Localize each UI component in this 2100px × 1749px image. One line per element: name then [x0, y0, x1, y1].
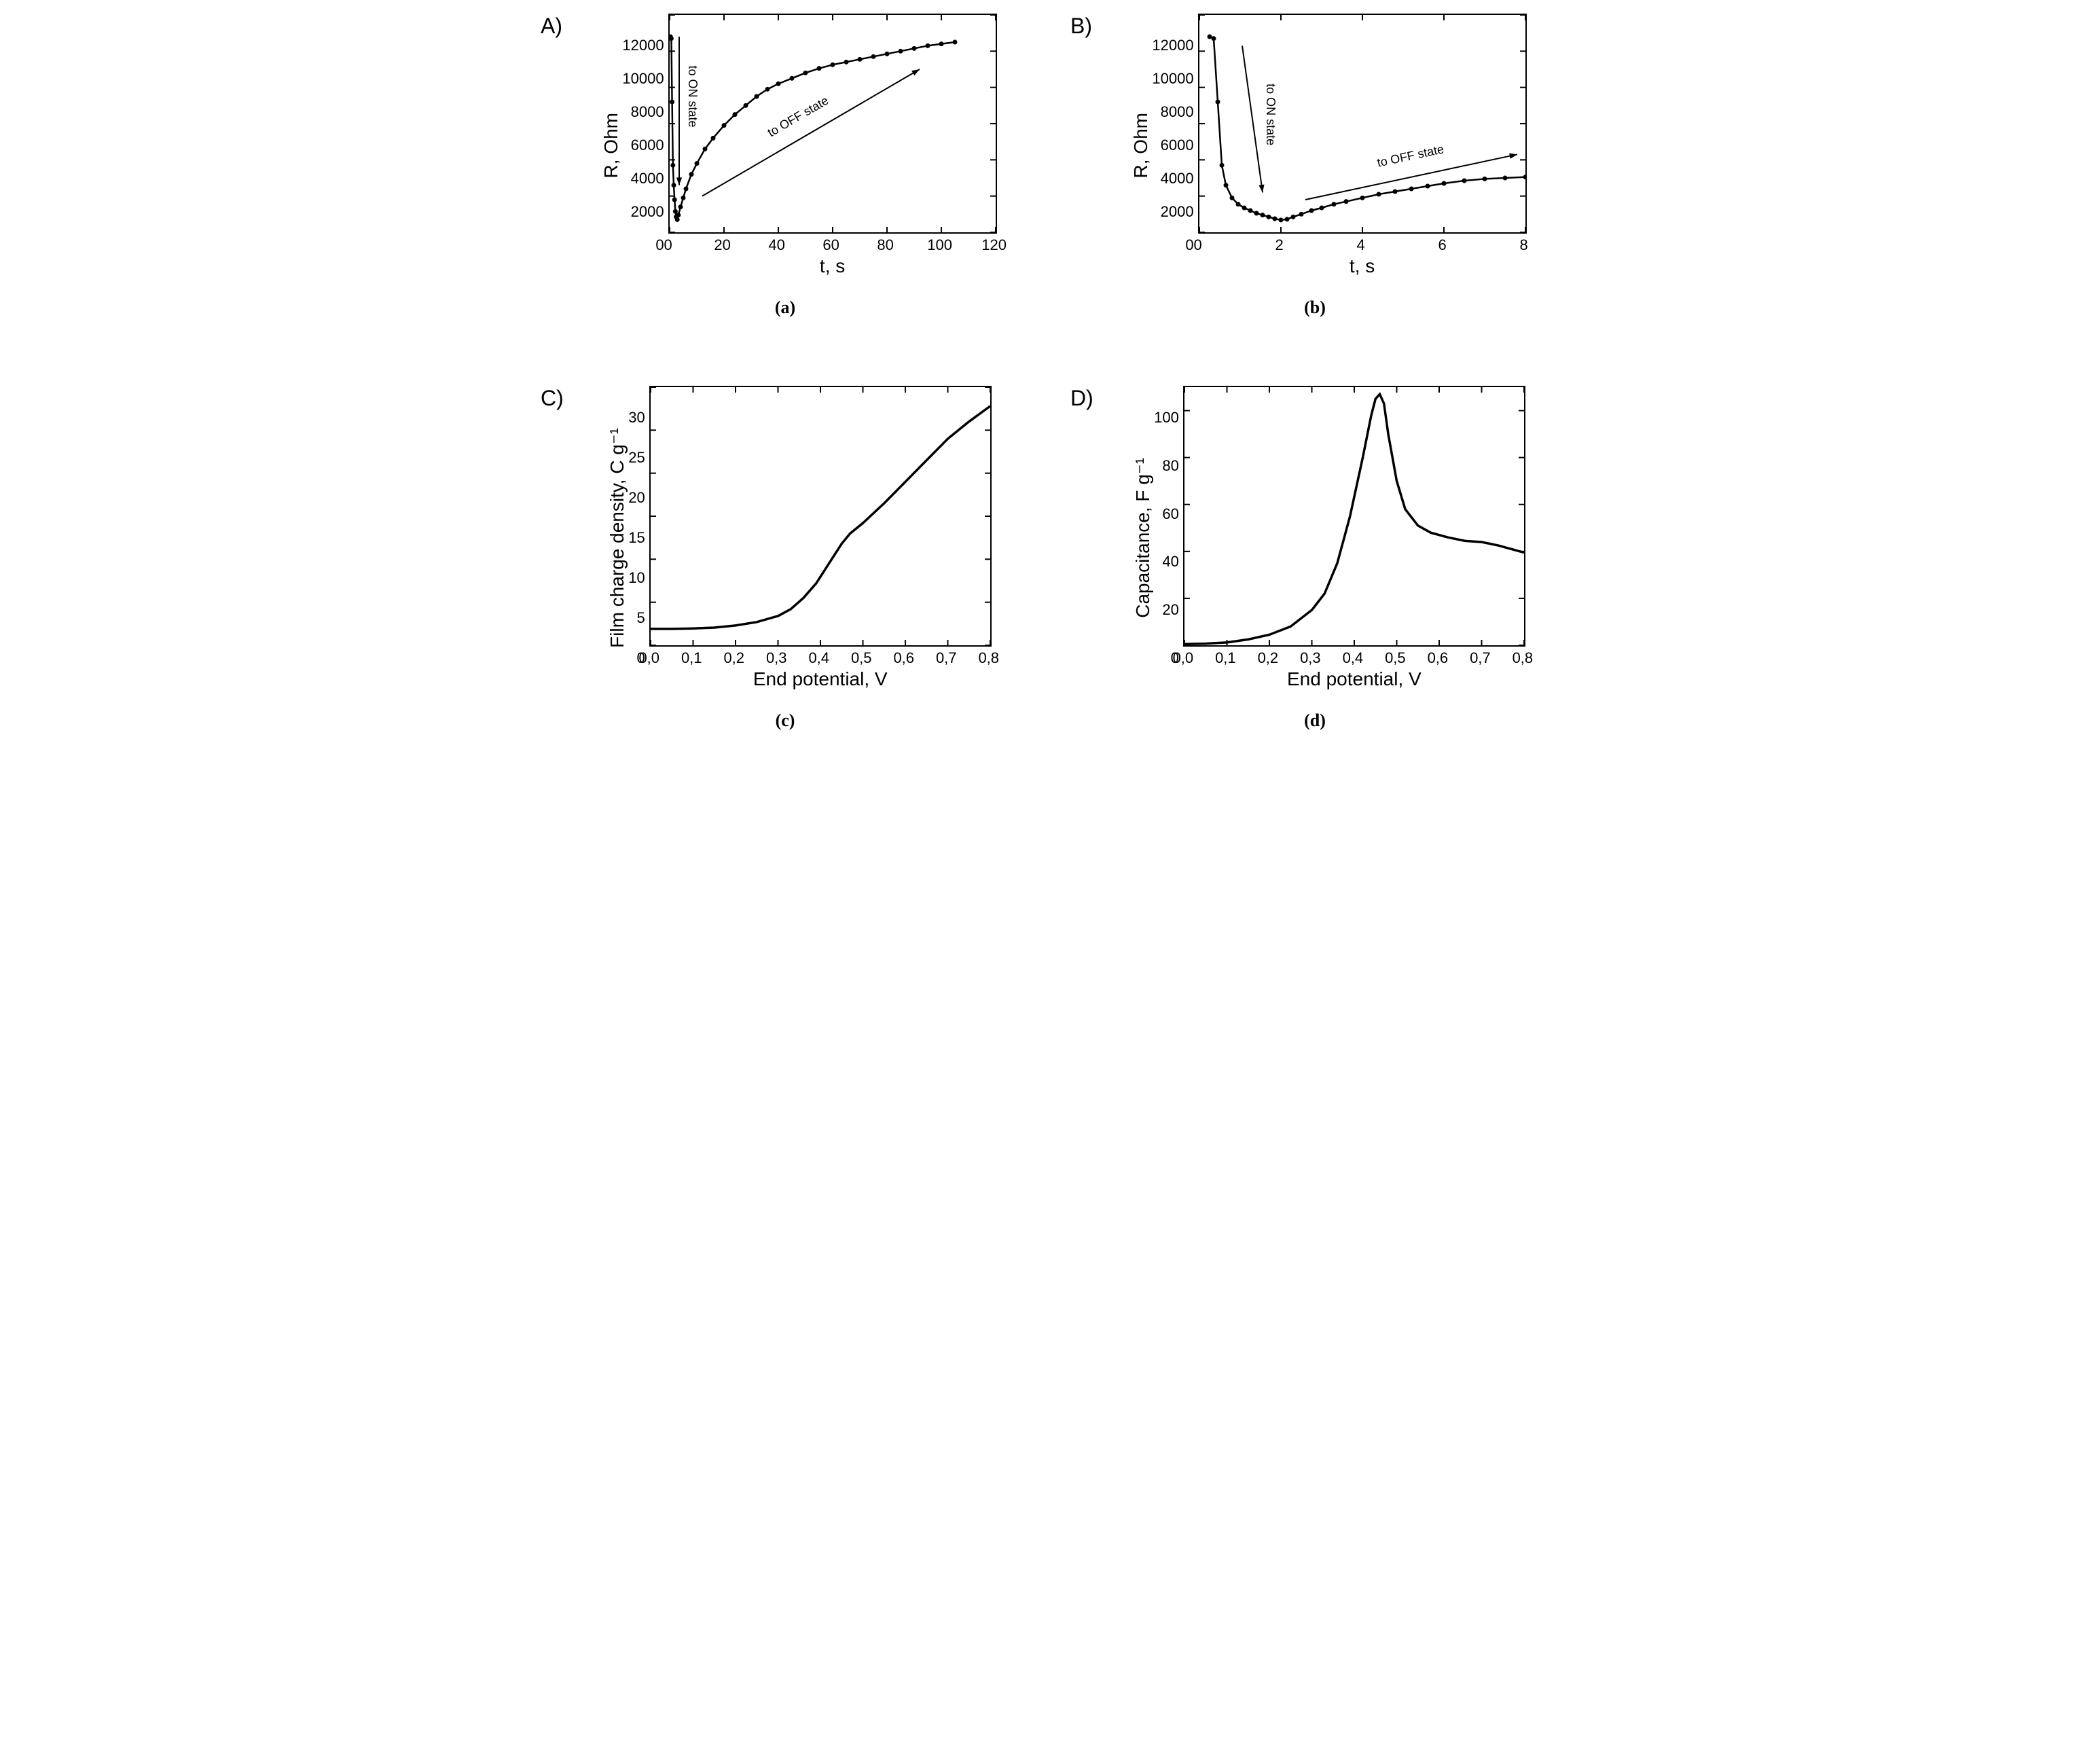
xlabel-a: t, s [668, 255, 997, 277]
xticks-b: 02468 [1198, 234, 1524, 251]
ylabel-c: Film charge density, C g⁻¹ [606, 428, 628, 648]
panel-b: B) R, Ohm 12000 10000 8000 6000 4000 2000 0 to… [1070, 14, 1559, 359]
yticks-d: 100806040200 [1154, 409, 1183, 667]
svg-text:to ON state: to ON state [686, 65, 700, 127]
xtick-label: 20 [714, 236, 730, 254]
caption-a: (a) [775, 297, 795, 318]
xtick-label: 0,1 [681, 649, 702, 667]
xtick-label: 40 [768, 236, 784, 254]
yticks-a: 12000 10000 8000 6000 4000 2000 0 [622, 37, 668, 254]
ytick-label: 100 [1154, 409, 1179, 427]
ytick-label: 8000 [1161, 103, 1194, 121]
svg-text:to ON state: to ON state [1264, 84, 1278, 145]
xtick-label: 0,4 [1343, 649, 1364, 667]
svg-text:to OFF state: to OFF state [765, 94, 830, 140]
plot-c [649, 386, 992, 647]
ylabel-d: Capacitance, F g⁻¹ [1132, 458, 1154, 618]
ytick-label: 4000 [1161, 170, 1194, 187]
xlabel-b: t, s [1198, 255, 1527, 277]
ytick-label: 12000 [1152, 37, 1193, 54]
xtick-label: 0,5 [1385, 649, 1406, 667]
xtick-label: 6 [1438, 236, 1446, 254]
xtick-label: 2 [1275, 236, 1283, 254]
ytick-label: 8000 [631, 103, 664, 121]
xtick-label: 0,2 [723, 649, 744, 667]
ytick-label: 6000 [1161, 137, 1194, 154]
ytick-label: 60 [1162, 505, 1178, 523]
plot-d [1183, 386, 1525, 647]
xtick-label: 80 [877, 236, 893, 254]
xtick-label: 0,7 [936, 649, 957, 667]
panel-letter-d: D) [1070, 386, 1093, 411]
xtick-label: 0,1 [1215, 649, 1236, 667]
ytick-label: 2000 [1161, 203, 1194, 221]
ytick-label: 10 [628, 569, 645, 587]
caption-b: (b) [1304, 297, 1326, 318]
xtick-label: 60 [822, 236, 839, 254]
panel-d: D) Capacitance, F g⁻¹ 100806040200 0,00,… [1070, 386, 1559, 731]
ytick-label: 0 [1185, 236, 1193, 254]
xtick-label: 4 [1356, 236, 1364, 254]
ytick-label: 10000 [622, 70, 664, 88]
chart-svg-c [651, 387, 990, 645]
chart-svg-a: to ON state to OFF state [670, 15, 996, 232]
xtick-label: 0,0 [1173, 649, 1194, 667]
ytick-label: 80 [1162, 457, 1178, 475]
xtick-label: 8 [1519, 236, 1527, 254]
caption-c: (c) [776, 710, 795, 731]
xticks-c: 0,00,10,20,30,40,50,60,70,8 [649, 647, 989, 664]
panel-letter-a: A) [541, 14, 562, 39]
xtick-label: 120 [981, 236, 1007, 254]
xtick-label: 0,7 [1470, 649, 1491, 667]
ytick-label: 4000 [631, 170, 664, 187]
plot-b: to ON state to OFF state [1198, 14, 1527, 234]
chart-svg-d [1184, 387, 1524, 645]
xtick-label: 0 [664, 236, 672, 254]
xlabel-c: End potential, V [649, 668, 992, 690]
xtick-label: 0,3 [766, 649, 787, 667]
figure-grid: A) R, Ohm 120001000080006000400020000 to… [541, 14, 1559, 731]
ytick-label: 20 [1162, 601, 1178, 619]
xtick-label: 0,0 [638, 649, 659, 667]
panel-letter-c: C) [541, 386, 564, 411]
xticks-a: 020406080100120 [668, 234, 994, 251]
xlabel-d: End potential, V [1183, 668, 1525, 690]
yticks-c: 302520151050 [628, 409, 649, 667]
xtick-label: 0,2 [1258, 649, 1279, 667]
ytick-label: 6000 [631, 137, 664, 154]
plot-a: to ON state to OFF state [668, 14, 997, 234]
xtick-label: 0,6 [893, 649, 914, 667]
ytick-label: 2000 [631, 203, 664, 221]
xtick-label: 0,5 [851, 649, 872, 667]
xtick-label: 0,6 [1428, 649, 1449, 667]
yticks-b: 12000 10000 8000 6000 4000 2000 0 [1152, 37, 1197, 254]
ytick-label: 10000 [1152, 70, 1193, 88]
panel-a: A) R, Ohm 120001000080006000400020000 to… [541, 14, 1030, 359]
ytick-label: 20 [628, 489, 645, 507]
xtick-label: 100 [927, 236, 952, 254]
ytick-label: 12000 [622, 37, 664, 54]
ylabel-b: R, Ohm [1130, 113, 1152, 178]
xtick-label: 0,4 [808, 649, 829, 667]
ytick-label: 15 [628, 529, 645, 547]
xtick-label: 0,3 [1300, 649, 1321, 667]
xtick-label: 0,8 [978, 649, 999, 667]
chart-svg-b: to ON state to OFF state [1199, 15, 1525, 232]
svg-text:to OFF state: to OFF state [1375, 142, 1445, 169]
ytick-label: 25 [628, 449, 645, 467]
xtick-label: 0 [1193, 236, 1201, 254]
panel-letter-b: B) [1070, 14, 1092, 39]
panel-c: C) Film charge density, C g⁻¹ 30 25 20 15 10… [541, 386, 1030, 731]
ytick-label: 30 [628, 409, 645, 427]
xticks-d: 0,00,10,20,30,40,50,60,70,8 [1183, 647, 1523, 664]
xtick-label: 0,8 [1513, 649, 1534, 667]
ylabel-a: R, Ohm [600, 113, 622, 178]
caption-d: (d) [1304, 710, 1326, 731]
ytick-label: 0 [655, 236, 664, 254]
ytick-label: 5 [636, 609, 645, 627]
ytick-label: 40 [1162, 553, 1178, 571]
